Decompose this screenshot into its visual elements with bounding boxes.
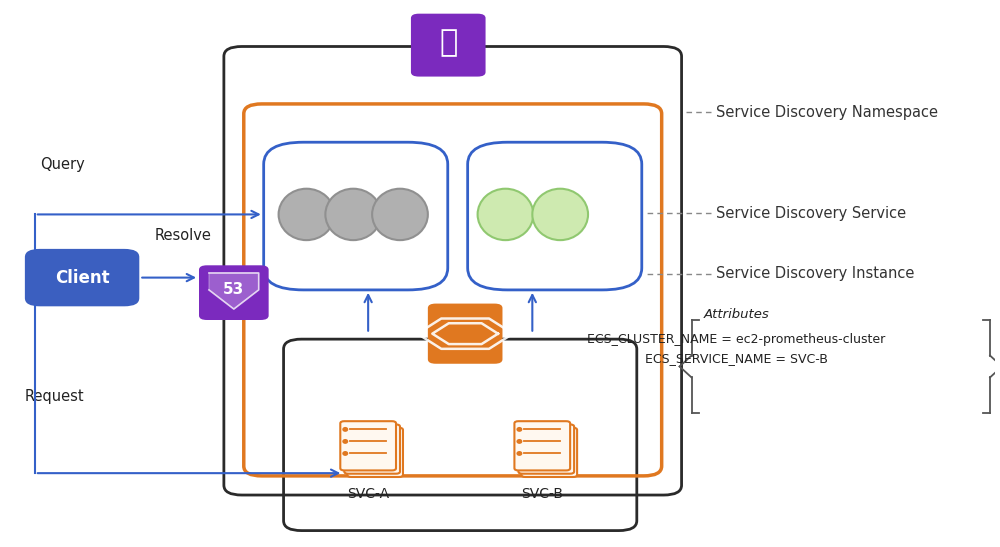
FancyBboxPatch shape bbox=[518, 424, 574, 474]
Ellipse shape bbox=[516, 439, 522, 444]
Text: Service Discovery Namespace: Service Discovery Namespace bbox=[716, 104, 938, 120]
FancyBboxPatch shape bbox=[514, 421, 570, 470]
Ellipse shape bbox=[342, 451, 348, 456]
Ellipse shape bbox=[532, 189, 588, 240]
Ellipse shape bbox=[279, 189, 334, 240]
FancyBboxPatch shape bbox=[25, 249, 139, 306]
Text: Resolve: Resolve bbox=[154, 228, 211, 243]
FancyBboxPatch shape bbox=[340, 421, 396, 470]
FancyBboxPatch shape bbox=[347, 428, 403, 477]
Text: SVC-B: SVC-B bbox=[521, 487, 563, 501]
Ellipse shape bbox=[372, 189, 428, 240]
Ellipse shape bbox=[325, 189, 381, 240]
FancyBboxPatch shape bbox=[521, 428, 577, 477]
Text: ECS_CLUSTER_NAME = ec2-prometheus-cluster: ECS_CLUSTER_NAME = ec2-prometheus-cluste… bbox=[587, 333, 885, 346]
Text: SVC-A: SVC-A bbox=[347, 487, 389, 501]
FancyBboxPatch shape bbox=[428, 304, 502, 364]
Text: ECS_SERVICE_NAME = SVC-B: ECS_SERVICE_NAME = SVC-B bbox=[645, 352, 828, 365]
Ellipse shape bbox=[478, 189, 533, 240]
Text: Service Discovery Instance: Service Discovery Instance bbox=[716, 266, 915, 281]
Ellipse shape bbox=[342, 427, 348, 432]
Text: Query: Query bbox=[40, 156, 85, 172]
Text: Client: Client bbox=[55, 269, 109, 287]
Text: 53: 53 bbox=[223, 282, 244, 298]
Text: Attributes: Attributes bbox=[703, 308, 769, 321]
FancyBboxPatch shape bbox=[344, 424, 400, 474]
Text: Service Discovery Service: Service Discovery Service bbox=[716, 206, 907, 221]
FancyBboxPatch shape bbox=[411, 14, 486, 77]
Ellipse shape bbox=[516, 427, 522, 432]
Ellipse shape bbox=[516, 451, 522, 456]
Ellipse shape bbox=[342, 439, 348, 444]
Text: Request: Request bbox=[25, 389, 84, 404]
FancyBboxPatch shape bbox=[199, 265, 269, 320]
Polygon shape bbox=[209, 273, 259, 309]
Text: 🗺: 🗺 bbox=[439, 28, 457, 57]
